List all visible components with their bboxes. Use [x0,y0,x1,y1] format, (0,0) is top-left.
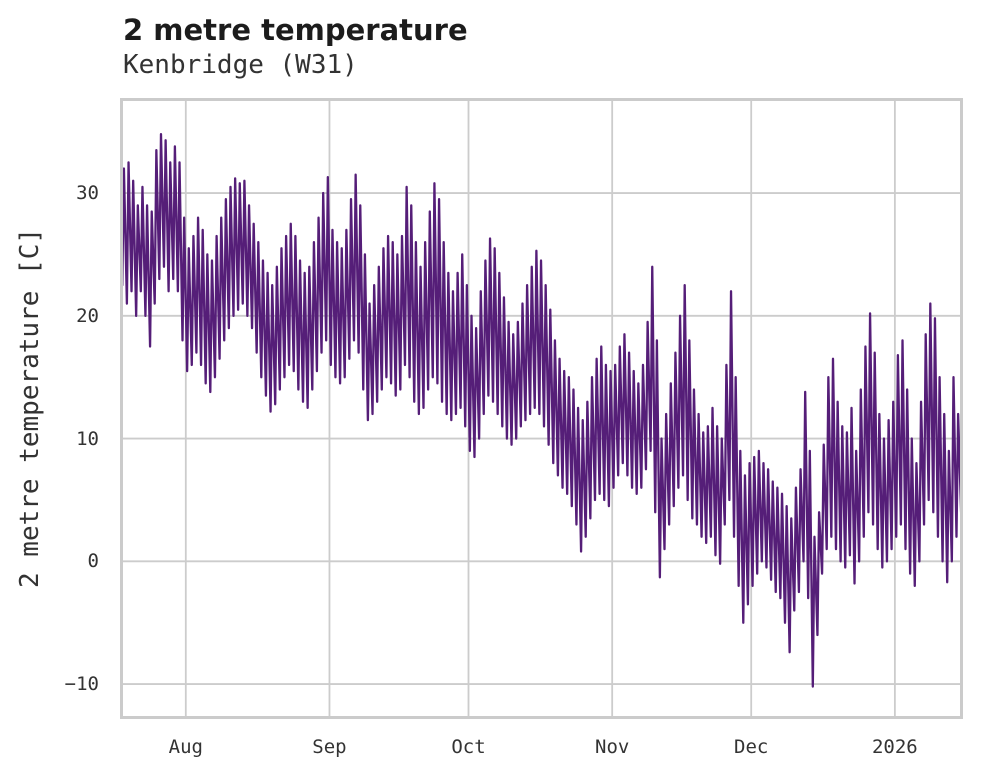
plot-area [120,98,963,719]
temperature-series-line [123,132,960,688]
y-tick-label: 20 [76,304,99,327]
chart-subtitle: Kenbridge (W31) [123,50,358,80]
x-tick-label: Sep [312,736,347,758]
temperature-line-chart [123,101,960,716]
x-tick-label: Dec [734,736,769,758]
y-tick-label: 0 [87,550,99,573]
y-axis-label: 2 metre temperature [C] [15,227,45,589]
x-tick-label: Aug [168,736,203,758]
x-tick-label: 2026 [871,736,918,758]
x-tick-label: Nov [595,736,630,758]
chart-title: 2 metre temperature [123,13,468,47]
y-tick-label: −10 [64,673,99,696]
y-tick-label: 10 [76,427,99,450]
x-tick-label: Oct [451,736,486,758]
y-tick-label: 30 [76,182,99,205]
